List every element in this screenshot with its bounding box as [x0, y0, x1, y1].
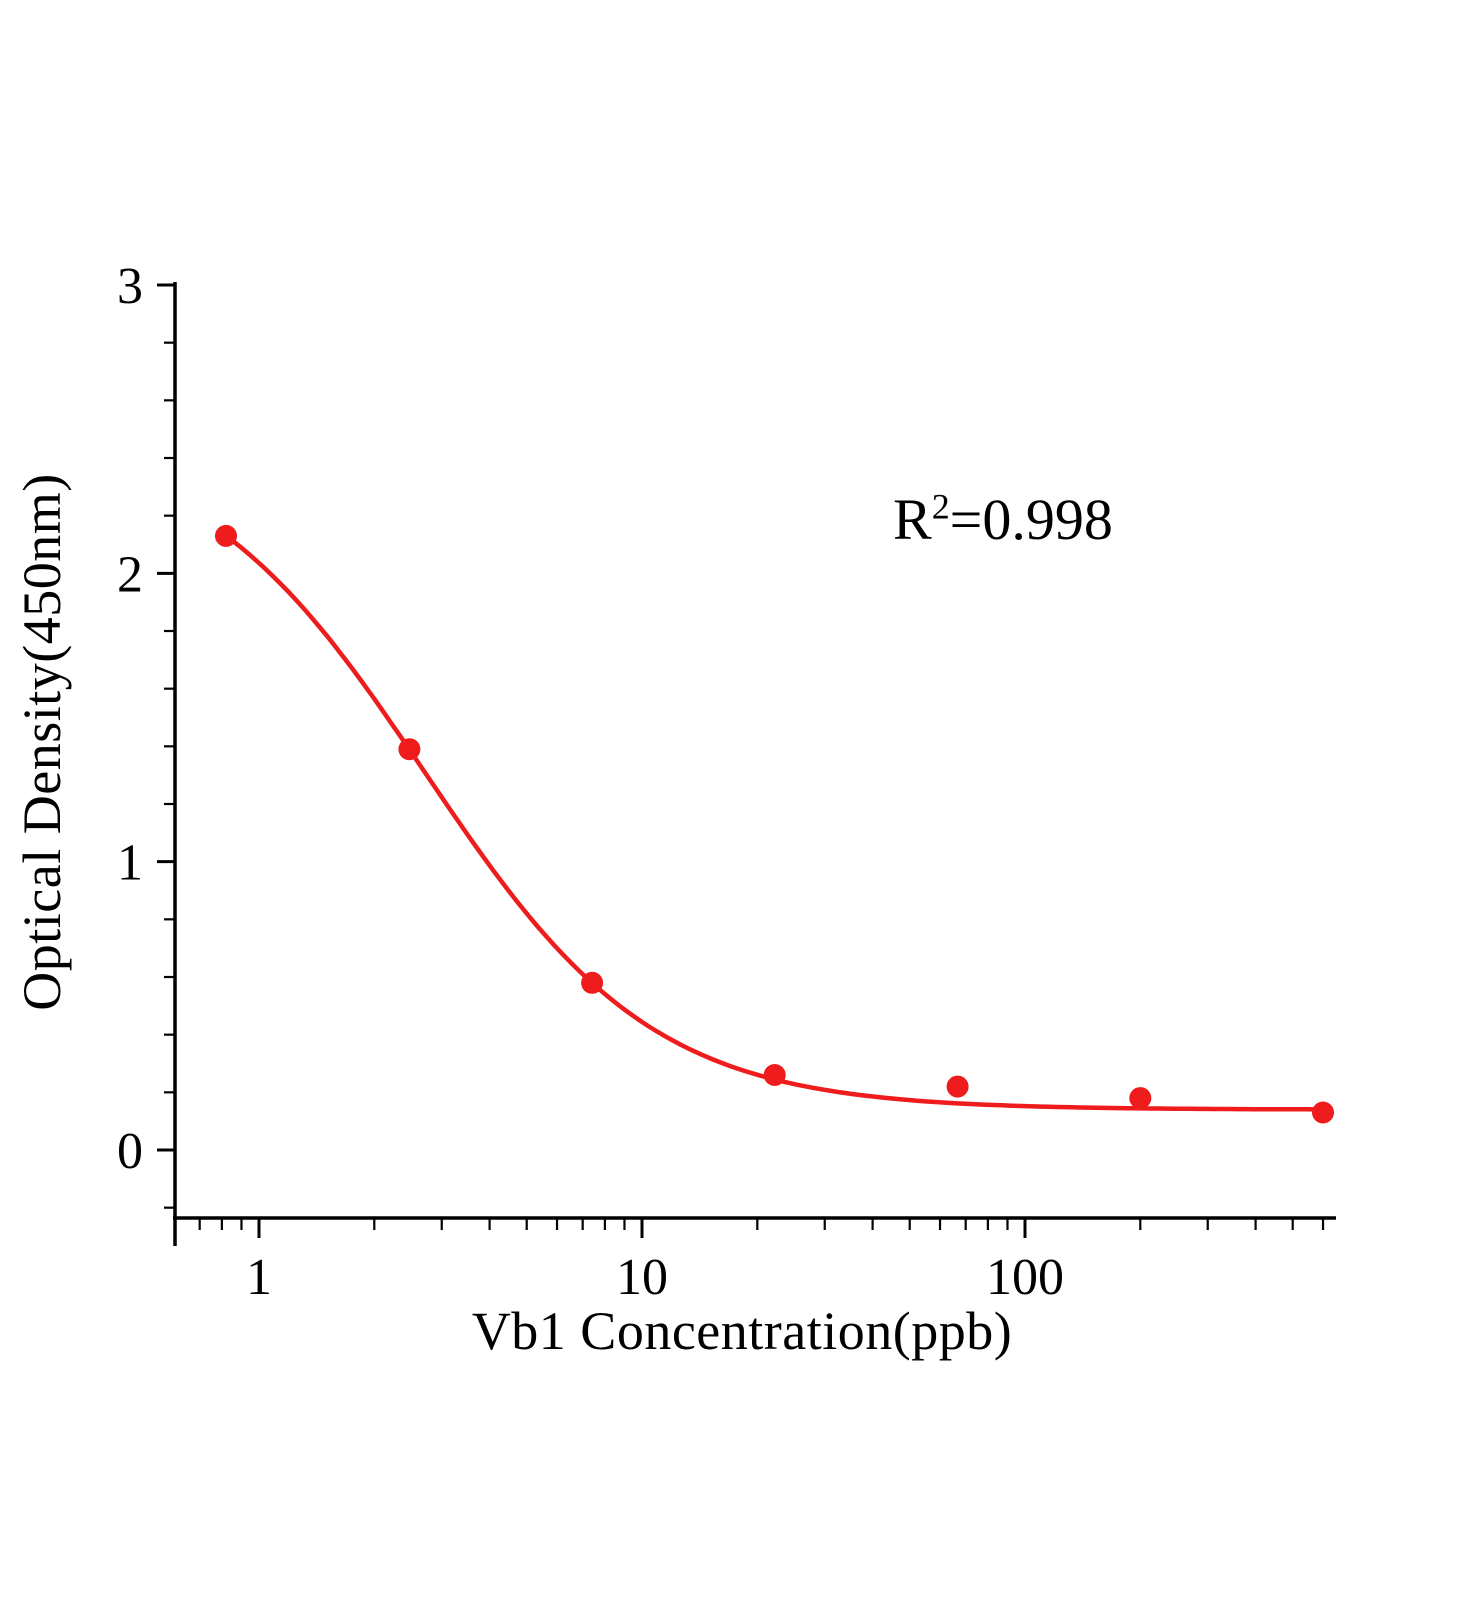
data-point [946, 1075, 969, 1098]
r-squared-exponent: 2 [931, 486, 950, 527]
y-axis-title: Optical Density(450nm) [12, 473, 72, 1011]
y-tick-label: 0 [117, 1123, 143, 1180]
r-squared-base: R [893, 487, 932, 552]
data-point [763, 1064, 786, 1086]
fit-curve [223, 533, 1326, 1112]
data-point [398, 738, 421, 761]
x-tick-label: 1 [246, 1249, 272, 1306]
x-tick-label: 100 [986, 1249, 1064, 1306]
x-tick-label: 10 [616, 1249, 668, 1306]
r-squared-rest: =0.998 [949, 487, 1113, 552]
y-tick-label: 2 [117, 546, 143, 603]
x-axis-title: Vb1 Concentration(ppb) [471, 1301, 1013, 1361]
r-squared-annotation: R2=0.998 [893, 486, 1113, 553]
y-tick-label: 1 [117, 835, 143, 892]
y-tick-label: 3 [117, 258, 143, 315]
data-point [215, 524, 237, 547]
data-point [1312, 1101, 1334, 1124]
data-point [581, 971, 604, 994]
data-point [1129, 1087, 1152, 1110]
